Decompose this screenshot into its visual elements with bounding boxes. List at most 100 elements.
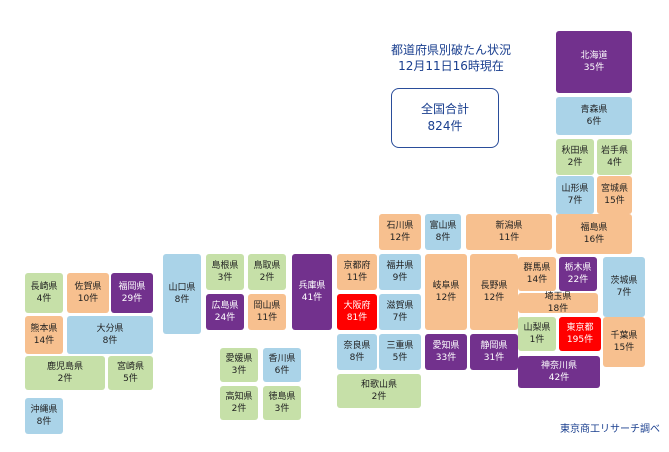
prefecture-name: 愛知県 xyxy=(432,341,460,351)
prefecture-name: 新潟県 xyxy=(495,221,523,231)
prefecture-tile-osaka: 大阪府 81件 xyxy=(337,294,377,330)
prefecture-name: 徳島県 xyxy=(268,392,296,402)
prefecture-count: 8件 xyxy=(435,233,451,243)
prefecture-tile-miyagi: 宮城県 15件 xyxy=(597,176,632,214)
prefecture-tile-fukui: 福井県 9件 xyxy=(379,254,421,290)
prefecture-count: 11件 xyxy=(346,273,368,283)
prefecture-count: 11件 xyxy=(498,233,520,243)
prefecture-count: 8件 xyxy=(102,336,118,346)
prefecture-count: 35件 xyxy=(583,63,605,73)
prefecture-count: 4件 xyxy=(607,158,622,168)
prefecture-tile-kanagawa: 神奈川県 42件 xyxy=(518,356,600,388)
title-date: 12月11日16時現在 xyxy=(398,59,504,73)
prefecture-count: 10件 xyxy=(77,294,99,304)
prefecture-tile-aichi: 愛知県 33件 xyxy=(425,334,467,370)
national-total-label: 全国合計 xyxy=(420,102,469,116)
prefecture-count: 7件 xyxy=(616,288,632,298)
prefecture-name: 秋田県 xyxy=(561,146,589,156)
prefecture-tile-toyama: 富山県 8件 xyxy=(425,214,461,250)
prefecture-tile-hyogo: 兵庫県 41件 xyxy=(292,254,332,330)
prefecture-count: 11件 xyxy=(256,313,278,323)
prefecture-tile-yamanashi: 山梨県 1件 xyxy=(518,317,556,351)
title-main: 都道府県別破たん状況 xyxy=(390,43,511,57)
prefecture-count: 14件 xyxy=(526,275,548,285)
prefecture-tile-wakayama: 和歌山県 2件 xyxy=(337,374,421,408)
prefecture-tile-kochi: 高知県 2件 xyxy=(220,386,258,420)
prefecture-name: 福井県 xyxy=(386,261,414,271)
prefecture-name: 長野県 xyxy=(480,281,508,291)
prefecture-count: 8件 xyxy=(36,417,52,427)
prefecture-name: 高知県 xyxy=(225,392,253,402)
prefecture-count: 18件 xyxy=(547,304,569,314)
prefecture-tile-shiga: 滋賀県 7件 xyxy=(379,294,421,330)
prefecture-tile-nagasaki: 長崎県 4件 xyxy=(25,273,63,313)
prefecture-name: 広島県 xyxy=(211,301,239,311)
prefecture-tile-tochigi: 栃木県 22件 xyxy=(559,257,597,291)
prefecture-tile-saga: 佐賀県 10件 xyxy=(67,273,109,313)
national-total-box: 全国合計 824件 xyxy=(391,88,499,148)
prefecture-count: 1件 xyxy=(529,335,545,345)
prefecture-tile-chiba: 千葉県 15件 xyxy=(603,317,645,367)
prefecture-name: 滋賀県 xyxy=(386,301,414,311)
prefecture-tile-tottori: 鳥取県 2件 xyxy=(248,254,286,290)
prefecture-name: 茨城県 xyxy=(610,276,638,286)
prefecture-name: 群馬県 xyxy=(523,263,551,273)
prefecture-count: 3件 xyxy=(217,273,233,283)
prefecture-count: 5件 xyxy=(123,374,138,384)
prefecture-count: 9件 xyxy=(392,273,408,283)
prefecture-tile-tokushima: 徳島県 3件 xyxy=(263,386,301,420)
prefecture-count: 22件 xyxy=(567,275,589,285)
prefecture-count: 5件 xyxy=(392,353,408,363)
prefecture-name: 福岡県 xyxy=(118,282,146,292)
prefecture-count: 12件 xyxy=(483,293,505,303)
prefecture-name: 岐阜県 xyxy=(432,281,460,291)
prefecture-name: 大分県 xyxy=(96,324,124,334)
prefecture-name: 鹿児島県 xyxy=(46,362,83,372)
prefecture-name: 和歌山県 xyxy=(360,380,397,390)
prefecture-name: 福島県 xyxy=(580,223,608,233)
prefecture-count: 41件 xyxy=(301,293,323,303)
prefecture-name: 佐賀県 xyxy=(74,282,102,292)
prefecture-count: 6件 xyxy=(586,117,602,127)
prefecture-tile-ishikawa: 石川県 12件 xyxy=(379,214,421,250)
prefecture-count: 7件 xyxy=(392,313,408,323)
prefecture-name: 岡山県 xyxy=(253,301,281,311)
prefecture-name: 山梨県 xyxy=(523,323,551,333)
prefecture-name: 静岡県 xyxy=(480,341,508,351)
prefecture-count: 3件 xyxy=(274,404,290,414)
prefecture-count: 14件 xyxy=(33,336,55,346)
prefecture-count: 15件 xyxy=(604,196,625,206)
prefecture-tile-okinawa: 沖縄県 8件 xyxy=(25,398,63,434)
prefecture-count: 42件 xyxy=(548,373,570,383)
prefecture-tile-gifu: 岐阜県 12件 xyxy=(425,254,467,330)
prefecture-count: 31件 xyxy=(483,353,505,363)
prefecture-tile-miyazaki: 宮崎県 5件 xyxy=(108,356,153,390)
source-credit: 東京商工リサーチ調べ xyxy=(560,424,660,435)
prefecture-name: 京都府 xyxy=(343,261,371,271)
prefecture-name: 長崎県 xyxy=(30,282,58,292)
prefecture-name: 栃木県 xyxy=(564,263,592,273)
prefecture-name: 神奈川県 xyxy=(540,361,577,371)
prefecture-name: 鳥取県 xyxy=(253,261,281,271)
prefecture-name: 大阪府 xyxy=(343,301,371,311)
prefecture-tile-yamaguchi: 山口県 8件 xyxy=(163,254,201,334)
prefecture-count: 81件 xyxy=(346,313,368,323)
map-title: 都道府県別破たん状況 12月11日16時現在 xyxy=(356,42,546,74)
prefecture-tile-yamagata: 山形県 7件 xyxy=(556,176,594,214)
prefecture-name: 愛媛県 xyxy=(225,354,253,364)
prefecture-tile-aomori: 青森県 6件 xyxy=(556,97,632,135)
prefecture-tile-kumamoto: 熊本県 14件 xyxy=(25,316,63,354)
prefecture-name: 山形県 xyxy=(561,184,589,194)
prefecture-count: 8件 xyxy=(349,353,365,363)
prefecture-tile-ibaraki: 茨城県 7件 xyxy=(603,257,645,317)
prefecture-count: 29件 xyxy=(121,294,143,304)
prefecture-tile-hiroshima: 広島県 24件 xyxy=(206,294,244,330)
prefecture-count: 15件 xyxy=(613,343,635,353)
prefecture-name: 兵庫県 xyxy=(298,281,326,291)
prefecture-name: 石川県 xyxy=(386,221,414,231)
prefecture-count: 12件 xyxy=(389,233,411,243)
prefecture-count: 33件 xyxy=(435,353,457,363)
prefecture-tile-ehime: 愛媛県 3件 xyxy=(220,348,258,382)
prefecture-tile-kyoto: 京都府 11件 xyxy=(337,254,377,290)
